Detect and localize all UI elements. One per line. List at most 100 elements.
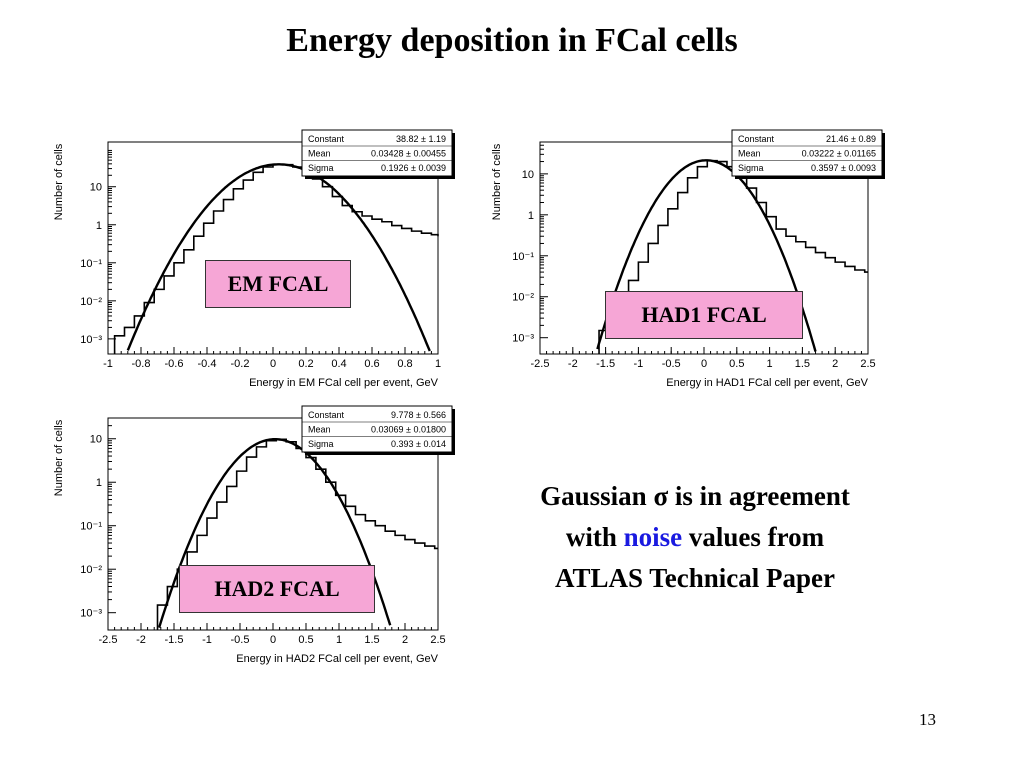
noise-highlight: noise (623, 522, 683, 552)
x-tick-label: 2.5 (430, 634, 445, 646)
had2-fcal-label: HAD2 FCAL (179, 565, 375, 613)
note-line-2: with noise values from (490, 517, 900, 558)
y-tick-label: 10⁻¹ (512, 251, 534, 263)
x-tick-label: -0.5 (231, 634, 250, 646)
x-tick-label: -0.8 (132, 358, 151, 370)
x-tick-label: -2.5 (99, 634, 118, 646)
y-tick-label: 10 (90, 182, 102, 194)
sigma-symbol: σ (653, 481, 669, 511)
x-axis-title: Energy in HAD1 FCal cell per event, GeV (666, 377, 868, 389)
x-tick-label: 1 (767, 358, 773, 370)
note-text: is in agreement (668, 481, 850, 511)
y-tick-label: 10⁻² (512, 292, 534, 304)
stats-value: 0.1926 ± 0.0039 (381, 163, 446, 173)
conclusion-note: Gaussian σ is in agreement with noise va… (490, 476, 900, 599)
had1-fcal-plot: -2.5 -2 -1.5 -1 -0.5 0 0.5 1 1.5 2 2.5 10⁻³ 10⁻² 10⁻¹… (478, 122, 898, 392)
x-tick-label: 0 (270, 634, 276, 646)
x-tick-label: -2.5 (531, 358, 550, 370)
y-tick-label: 10⁻² (80, 564, 102, 576)
x-tick-label: -1.5 (596, 358, 615, 370)
stats-name: Sigma (308, 163, 334, 173)
x-tick-label: 1.5 (795, 358, 810, 370)
stats-value: 0.03222 ± 0.01165 (802, 149, 876, 159)
y-axis-title: Number of cells (53, 419, 65, 496)
had1-fcal-label: HAD1 FCAL (605, 291, 803, 339)
x-tick-label: -1 (202, 634, 212, 646)
x-tick-label: 2 (832, 358, 838, 370)
had2-fcal-chart: -2.5 -2 -1.5 -1 -0.5 0 0.5 1 1.5 2 2.5 10⁻³ 10⁻² 10⁻¹… (53, 405, 455, 665)
em-fcal-chart: -1 -0.8 -0.6 -0.4 -0.2 0 0.2 0.4 0.6 0.8 1 10⁻³ 10⁻²… (53, 129, 455, 389)
histogram-series (156, 438, 438, 630)
stats-value: 38.82 ± 1.19 (396, 134, 446, 144)
note-text: with (565, 522, 624, 552)
x-tick-label: 0.6 (364, 358, 379, 370)
gaussian-fit-curve (596, 159, 817, 352)
y-axis-title: Number of cells (491, 143, 503, 220)
x-tick-label: 0.5 (729, 358, 744, 370)
y-tick-label: 10⁻¹ (80, 521, 102, 533)
note-line-1: Gaussian σ is in agreement (490, 476, 900, 517)
x-tick-label: 1 (336, 634, 342, 646)
stats-name: Sigma (738, 163, 764, 173)
x-tick-label: 1.5 (364, 634, 379, 646)
x-tick-label: 0.4 (331, 358, 346, 370)
x-tick-label: 0.8 (397, 358, 412, 370)
x-tick-label: 0 (701, 358, 707, 370)
stats-value: 0.03428 ± 0.00455 (371, 149, 446, 159)
stats-value: 21.46 ± 0.89 (826, 134, 876, 144)
stats-name: Constant (308, 134, 345, 144)
stats-name: Mean (308, 149, 331, 159)
y-axis-title: Number of cells (53, 143, 65, 220)
em-fcal-plot: -1 -0.8 -0.6 -0.4 -0.2 0 0.2 0.4 0.6 0.8 1 10⁻³ 10⁻²… (40, 122, 460, 392)
note-line-3: ATLAS Technical Paper (554, 563, 836, 593)
y-tick-label: 10 (522, 169, 534, 181)
stats-name: Sigma (308, 439, 334, 449)
x-tick-label: 0 (270, 358, 276, 370)
x-tick-label: 0.2 (298, 358, 313, 370)
stats-value: 0.3597 ± 0.0093 (811, 163, 876, 173)
stats-name: Constant (308, 410, 345, 420)
stats-box (301, 405, 453, 453)
x-tick-label: -1.5 (165, 634, 184, 646)
y-tick-label: 10⁻³ (80, 608, 102, 620)
stats-name: Mean (738, 149, 761, 159)
y-tick-label: 1 (528, 210, 534, 222)
stats-name: Constant (738, 134, 775, 144)
y-tick-label: 10 (90, 434, 102, 446)
gaussian-fit-curve (126, 163, 431, 352)
stats-value: 9.778 ± 0.566 (391, 410, 446, 420)
note-text: values from (682, 522, 825, 552)
x-tick-label: 2.5 (860, 358, 875, 370)
stats-box (301, 129, 453, 177)
gaussian-fit-curve (157, 438, 392, 628)
y-tick-label: 10⁻³ (80, 334, 102, 346)
x-tick-label: -2 (568, 358, 578, 370)
stats-name: Mean (308, 425, 331, 435)
stats-box (731, 129, 883, 177)
y-tick-label: 1 (96, 477, 102, 489)
y-tick-label: 10⁻² (80, 296, 102, 308)
x-tick-label: 0.5 (298, 634, 313, 646)
stats-value: 0.03069 ± 0.01800 (371, 425, 446, 435)
slide-title: Energy deposition in FCal cells (286, 22, 738, 59)
y-tick-label: 10⁻³ (512, 333, 534, 345)
stats-value: 0.393 ± 0.014 (391, 439, 446, 449)
x-tick-label: -0.4 (198, 358, 217, 370)
x-tick-label: -2 (136, 634, 146, 646)
x-axis-title: Energy in EM FCal cell per event, GeV (249, 377, 439, 389)
page-number: 13 (919, 710, 936, 729)
note-text: Gaussian (540, 481, 654, 511)
x-tick-label: -1 (103, 358, 113, 370)
x-tick-label: 2 (402, 634, 408, 646)
x-tick-label: -0.6 (165, 358, 184, 370)
y-tick-label: 10⁻¹ (80, 258, 102, 270)
had1-fcal-chart: -2.5 -2 -1.5 -1 -0.5 0 0.5 1 1.5 2 2.5 10⁻³ 10⁻² 10⁻¹… (491, 129, 885, 389)
x-tick-label: -1 (634, 358, 644, 370)
x-tick-label: -0.2 (231, 358, 250, 370)
x-axis-title: Energy in HAD2 FCal cell per event, GeV (236, 653, 438, 665)
x-tick-label: 1 (435, 358, 441, 370)
had2-fcal-plot: -2.5 -2 -1.5 -1 -0.5 0 0.5 1 1.5 2 2.5 10⁻³ 10⁻² 10⁻¹… (40, 398, 460, 668)
em-fcal-label: EM FCAL (205, 260, 351, 308)
y-tick-label: 1 (96, 220, 102, 232)
x-tick-label: -0.5 (662, 358, 681, 370)
